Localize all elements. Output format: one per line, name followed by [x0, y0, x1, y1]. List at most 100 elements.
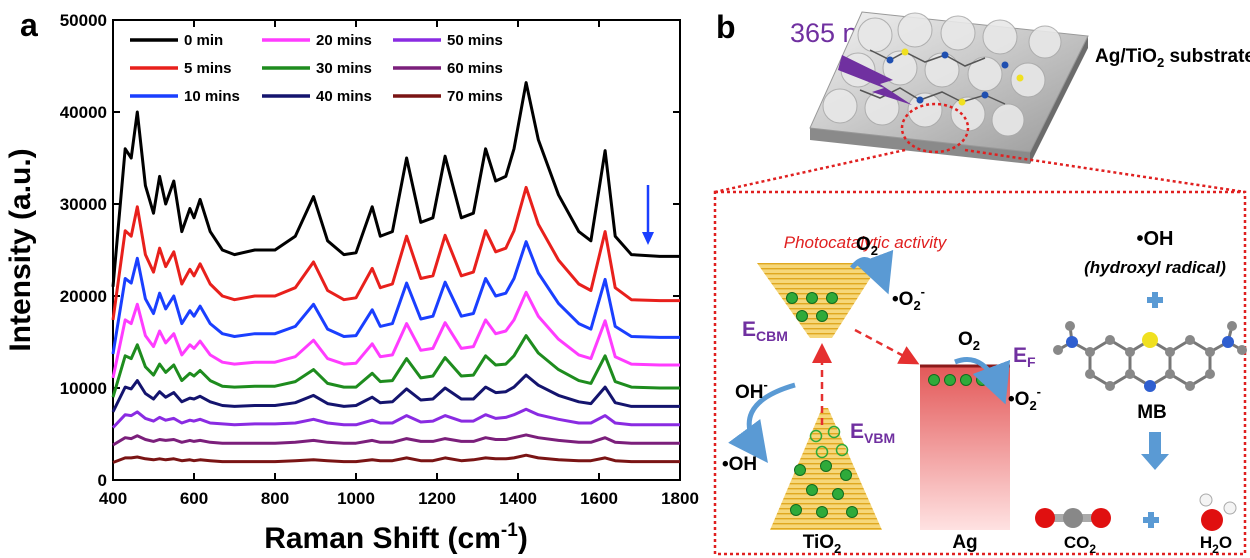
ecbm-sub: CBM: [756, 328, 788, 344]
decoration: [786, 292, 798, 304]
panel-label: b: [716, 9, 736, 45]
panel-label: a: [20, 7, 38, 43]
superoxide-text: •O: [1008, 389, 1029, 410]
hydroxide-label: OH-: [735, 377, 768, 403]
x-title-end: ): [518, 522, 528, 555]
decoration: [1142, 332, 1158, 348]
decoration: [1105, 335, 1115, 345]
x-title-sup: -1: [501, 520, 518, 541]
h2o-text: O: [1219, 533, 1232, 552]
decoration: [1053, 345, 1063, 355]
decoration: [1085, 347, 1095, 357]
y-tick-label: 20000: [60, 287, 107, 306]
decoration: [901, 48, 1024, 106]
y-tick-label: 50000: [60, 11, 107, 30]
ef-label: EF: [1013, 344, 1036, 370]
decoration: [1165, 369, 1175, 379]
zoom-line: [964, 148, 1246, 194]
light-bolt: [838, 55, 912, 105]
plot-area: 400 600 800 1000 1200 1400 1600 1800 0 10000 20000…: [60, 11, 699, 508]
substrate-label: Ag/TiO2 substrate: [1095, 46, 1250, 70]
activity-label: Photocatalytic activity: [784, 233, 948, 252]
decoration: [916, 96, 924, 104]
ag-label: Ag: [952, 532, 977, 553]
decoration: [846, 506, 858, 518]
decoration: [924, 52, 960, 88]
decoration: [976, 374, 988, 386]
hydroxide-text: OH: [735, 382, 764, 403]
decoration: [1222, 336, 1234, 348]
hydroxide-sup: -: [764, 377, 768, 392]
x-tick-label: 1800: [661, 489, 699, 508]
x-tick-label: 800: [261, 489, 289, 508]
decoration: [981, 91, 989, 99]
h2o-molecule: [1199, 493, 1237, 531]
mb-label: MB: [1137, 402, 1167, 423]
legend-label: 50 mins: [447, 32, 503, 49]
legend-label: 30 mins: [316, 60, 372, 77]
decoration: [809, 429, 823, 443]
x-axis-title: Raman Shift (cm-1): [264, 520, 528, 555]
decoration: [1028, 25, 1062, 59]
decoration: [822, 12, 1062, 137]
transfer-arrow: [854, 328, 920, 365]
decoration: [806, 292, 818, 304]
x-tick-label: 1000: [337, 489, 375, 508]
decoration: [827, 425, 841, 439]
plus-sign: [1147, 292, 1163, 308]
o2-label: O2: [856, 234, 878, 258]
decoration: [1237, 345, 1247, 355]
o2-label: O2: [958, 329, 980, 353]
ag-reduction-arrow: [954, 356, 1011, 405]
substrate-text: Ag/TiO: [1095, 46, 1157, 67]
decoration: [815, 445, 829, 459]
tio2-label: TiO2: [803, 532, 842, 556]
co2-sub: 2: [1089, 542, 1096, 556]
conduction-band: [757, 263, 880, 338]
co2-label: CO2: [1064, 533, 1097, 556]
ef-text: E: [1013, 344, 1027, 367]
reduction-arrow: [850, 249, 894, 295]
superoxide-label: •O2-: [1008, 384, 1041, 413]
decoration: [907, 92, 943, 128]
spectrum-line: [111, 373, 680, 413]
ef-sub: F: [1027, 354, 1036, 370]
spectrum-line: [111, 407, 680, 429]
mb-molecule: [1053, 321, 1247, 392]
substrate-sub: 2: [1157, 55, 1164, 70]
decoration: [810, 128, 1030, 164]
decoration: [944, 374, 956, 386]
decoration: [1125, 369, 1135, 379]
o2-sub: 2: [871, 243, 878, 258]
decoration: [1165, 347, 1175, 357]
superoxide-sub: 2: [913, 298, 920, 313]
o2-text: O: [856, 234, 871, 255]
y-axis-title: Intensity (a.u.): [4, 148, 37, 351]
decrease-arrow-head: [642, 232, 654, 245]
electrons: [786, 292, 858, 518]
decoration: [960, 374, 972, 386]
y-tick-label: 10000: [60, 379, 107, 398]
decoration: [950, 96, 986, 132]
decoration: [1185, 335, 1195, 345]
decoration: [806, 484, 818, 496]
evbm-label: EVBM: [850, 420, 895, 446]
y-tick-label: 0: [98, 471, 107, 490]
decoration: [1010, 62, 1046, 98]
legend-label: 70 mins: [447, 88, 503, 105]
hydroxyl-label: •OH: [1136, 228, 1173, 250]
tio2-text: TiO: [803, 532, 834, 553]
x-tick-label: 1600: [580, 489, 618, 508]
decoration: [1185, 381, 1195, 391]
co2-text: CO: [1064, 533, 1090, 552]
decoration: [790, 504, 802, 516]
decoration: [822, 88, 858, 124]
legend-label: 60 mins: [447, 60, 503, 77]
x-tick-label: 400: [99, 489, 127, 508]
decoration: [1065, 321, 1075, 331]
decoration: [826, 292, 838, 304]
superoxide-sup: -: [921, 284, 925, 299]
x-tick-label: 600: [180, 489, 208, 508]
decoration: [901, 48, 909, 56]
